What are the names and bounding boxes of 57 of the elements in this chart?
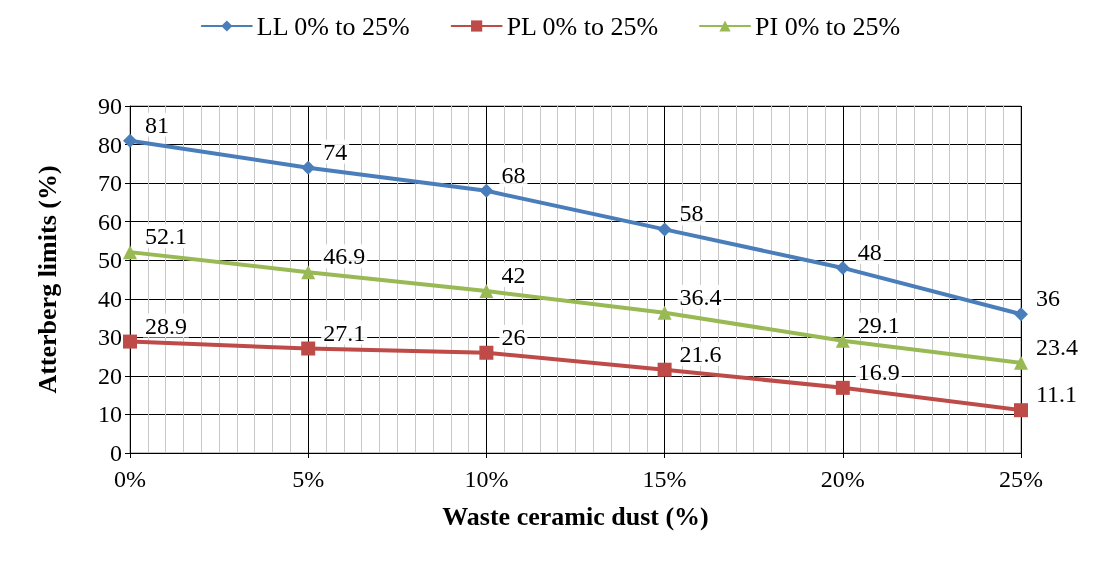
point xyxy=(479,284,494,299)
x-tick-label: 15% xyxy=(642,466,687,492)
y-tick-label: 70 xyxy=(98,170,122,197)
legend-label: PL 0% to 25% xyxy=(506,11,659,41)
y-tick-label: 30 xyxy=(98,324,122,351)
data-label: 27.1 xyxy=(323,319,366,346)
data-label: 46.9 xyxy=(323,243,366,270)
point xyxy=(657,305,672,320)
point xyxy=(835,333,850,348)
data-label: 48 xyxy=(857,238,882,265)
data-label: 23.4 xyxy=(1036,333,1078,360)
point xyxy=(301,160,316,175)
data-label: 16.9 xyxy=(857,358,900,385)
data-label: 81 xyxy=(145,111,169,138)
point xyxy=(301,341,316,356)
legend-label: LL 0% to 25% xyxy=(256,11,410,41)
point xyxy=(657,362,672,377)
point xyxy=(123,245,137,260)
data-label: 11.1 xyxy=(1036,381,1078,408)
y-tick-label: 60 xyxy=(98,208,122,235)
y-tick-label: 90 xyxy=(98,93,122,119)
point xyxy=(657,222,672,237)
legend-label: PI 0% to 25% xyxy=(755,11,901,41)
data-label: 74 xyxy=(323,138,348,165)
y-tick-label: 40 xyxy=(98,285,122,312)
point xyxy=(1014,307,1028,322)
data-label: 68 xyxy=(501,161,526,188)
data-label: 52.1 xyxy=(145,223,187,250)
y-axis-title: Atterberg limits (%) xyxy=(32,165,62,394)
data-label: 58 xyxy=(679,200,704,227)
point xyxy=(479,345,494,360)
point xyxy=(123,133,137,148)
data-label: 36.4 xyxy=(679,283,722,310)
x-tick-label: 25% xyxy=(999,466,1043,492)
x-tick-label: 5% xyxy=(292,466,325,492)
y-tick-label: 50 xyxy=(98,247,122,274)
point xyxy=(835,260,850,275)
x-axis-title: Waste ceramic dust (%) xyxy=(442,501,709,531)
point xyxy=(1014,355,1028,370)
point xyxy=(1014,403,1028,418)
data-label: 26 xyxy=(501,323,526,350)
point xyxy=(479,183,494,198)
y-tick-label: 20 xyxy=(98,362,122,389)
point xyxy=(301,265,316,280)
point xyxy=(123,334,137,349)
x-tick-label: 0% xyxy=(114,466,146,492)
y-tick-label: 10 xyxy=(98,401,122,428)
y-tick-label: 80 xyxy=(98,131,122,158)
x-tick-label: 20% xyxy=(820,466,865,492)
data-label: 21.6 xyxy=(679,340,722,367)
data-label: 28.9 xyxy=(145,312,187,339)
y-tick-label: 0 xyxy=(110,440,122,466)
point xyxy=(835,380,850,395)
data-label: 29.1 xyxy=(857,311,900,338)
data-label: 36 xyxy=(1036,285,1060,312)
x-tick-label: 10% xyxy=(464,466,509,492)
data-label: 42 xyxy=(501,262,526,289)
